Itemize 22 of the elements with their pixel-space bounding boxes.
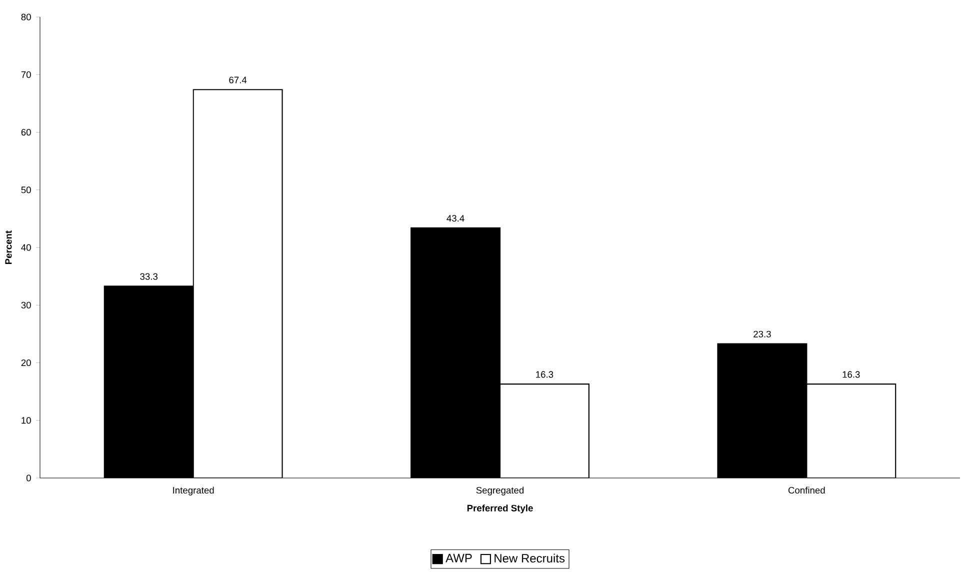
data-label: 16.3: [536, 371, 554, 378]
x-tick-label: Segregated: [476, 486, 524, 496]
y-tick-label: 80: [21, 14, 31, 20]
y-tick-label: 50: [21, 186, 31, 194]
legend-label: New Recruits: [494, 554, 565, 563]
x-tick-label: Confined: [788, 486, 825, 494]
data-label: 67.4: [229, 76, 247, 84]
y-tick-label: 70: [21, 71, 31, 78]
y-tick-label: 60: [21, 128, 31, 136]
y-axis-title: Percent: [5, 230, 12, 264]
y-tick-label: 40: [21, 244, 31, 251]
y-tick-label: 10: [22, 417, 31, 424]
data-label: 43.4: [446, 215, 464, 222]
data-label: 16.3: [842, 371, 860, 378]
legend-label: AWP: [446, 554, 472, 562]
y-tick-label: 0: [26, 474, 31, 482]
data-label: 33.3: [140, 273, 158, 280]
y-tick-label: 30: [21, 302, 31, 308]
data-label: 23.3: [754, 330, 771, 338]
x-tick-label: Integrated: [173, 486, 214, 496]
y-tick-label: 20: [21, 359, 31, 366]
x-axis-title: Preferred Style: [467, 504, 533, 514]
